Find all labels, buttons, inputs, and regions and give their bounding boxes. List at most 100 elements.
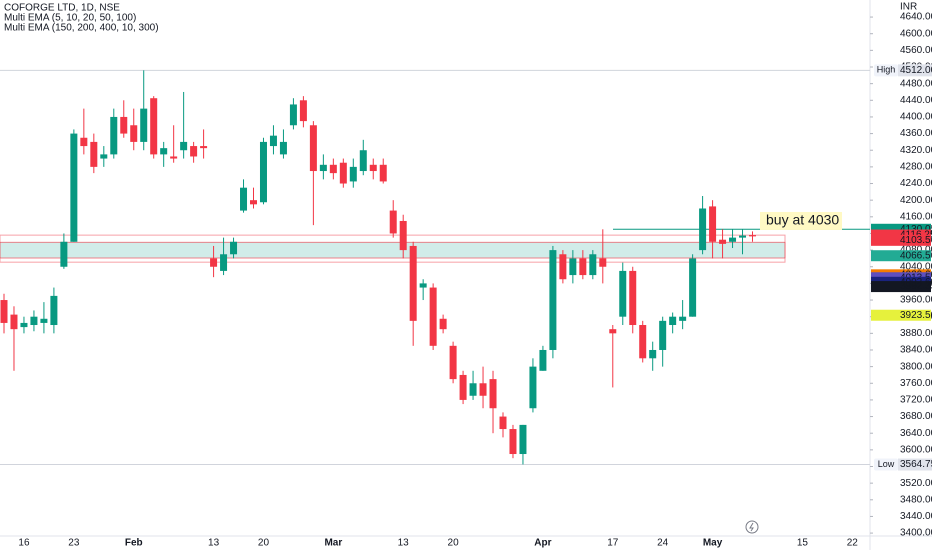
x-tick-label: Apr	[534, 538, 551, 549]
x-tick-label: Feb	[125, 538, 143, 549]
price-badge	[871, 281, 931, 293]
candle-body	[349, 166, 357, 182]
candle-body	[429, 287, 437, 346]
candle-body	[180, 141, 188, 151]
candle-body	[339, 162, 347, 184]
price-label: 4103.50	[900, 235, 932, 246]
candle-body	[629, 270, 637, 326]
x-tick-label: 20	[448, 538, 460, 549]
candle-body	[110, 116, 118, 155]
price-label: 3923.50	[900, 310, 932, 321]
y-tick-label: 4160.00	[900, 211, 932, 222]
candle-body	[319, 164, 327, 172]
y-tick-label: 4280.00	[900, 162, 932, 173]
zone	[0, 241, 786, 259]
y-tick-label: 4320.00	[900, 145, 932, 156]
candle-body	[40, 318, 48, 323]
x-tick-label: 24	[657, 538, 669, 549]
candle-body	[559, 254, 567, 280]
candle-body	[100, 154, 108, 159]
candle-body	[309, 125, 317, 172]
candle-body	[80, 137, 88, 147]
y-tick-label: 3680.00	[900, 411, 932, 422]
badge	[874, 458, 898, 471]
y-tick-label: 4200.00	[900, 195, 932, 206]
price-label: 3564.75	[900, 459, 932, 470]
x-tick-label: 22	[847, 538, 859, 549]
x-tick-label: 16	[18, 538, 30, 549]
candle-body	[289, 104, 297, 126]
candle-body	[699, 208, 707, 251]
y-tick-label: 4360.00	[900, 128, 932, 139]
x-tick-label: 15	[797, 538, 809, 549]
candle-body	[120, 116, 128, 134]
candle-body	[639, 325, 647, 359]
y-tick-label: 3480.00	[900, 494, 932, 505]
candle-body	[250, 200, 257, 205]
candle-body	[279, 141, 287, 155]
y-tick-label: 3960.00	[900, 295, 932, 306]
candle-body	[60, 241, 68, 267]
y-tick-label: 4480.00	[900, 78, 932, 89]
candle-body	[10, 314, 18, 330]
candle-body	[379, 164, 387, 182]
x-tick-label: May	[703, 538, 723, 549]
candle-body	[130, 125, 138, 142]
candle-body	[709, 206, 717, 242]
price-label: 3992.35	[900, 281, 932, 292]
candle-body	[269, 135, 277, 147]
y-tick-label: 4240.00	[900, 178, 932, 189]
badge-label: High	[877, 65, 896, 75]
candle-body	[719, 239, 727, 244]
candle-body	[299, 100, 307, 122]
price-label: 4066.50	[900, 250, 932, 261]
y-tick-label: 3520.00	[900, 478, 932, 489]
candle-body	[749, 235, 756, 237]
candle-body	[669, 316, 677, 326]
y-tick-label: 3760.00	[900, 378, 932, 389]
badge	[898, 458, 932, 471]
candle-body	[509, 429, 517, 455]
candle-body	[499, 416, 507, 430]
candle-body	[599, 258, 607, 267]
candle-body	[259, 141, 267, 203]
candle-body	[369, 164, 377, 172]
price-badge	[871, 234, 931, 246]
candle-body	[220, 254, 228, 271]
x-tick-label: 17	[607, 538, 619, 549]
x-tick-label: 13	[398, 538, 410, 549]
candle-body	[579, 258, 587, 276]
candle-body	[689, 258, 697, 317]
y-tick-label: 4600.00	[900, 28, 932, 39]
x-tick-label: Mar	[324, 538, 342, 549]
candle-body	[679, 316, 687, 321]
candle-body	[409, 245, 417, 321]
candle-body	[739, 235, 747, 238]
chart-title: COFORGE LTD, 1D, NSE	[4, 3, 120, 14]
y-tick-label: 4400.00	[900, 112, 932, 123]
candle-body	[519, 424, 527, 455]
candle-body	[90, 141, 98, 167]
price-badge	[871, 250, 931, 262]
y-tick-label: 3880.00	[900, 328, 932, 339]
y-tick-label: 3800.00	[900, 361, 932, 372]
candle-body	[619, 270, 627, 317]
x-tick-label: 23	[68, 538, 80, 549]
candle-body	[609, 329, 617, 334]
lightning-icon[interactable]	[745, 520, 759, 534]
y-tick-label: 3840.00	[900, 345, 932, 356]
candle-body	[649, 349, 657, 359]
y-tick-label: 4440.00	[900, 95, 932, 106]
candle-body	[479, 383, 487, 396]
badge-label: Low	[878, 459, 895, 469]
y-tick-label: 3600.00	[900, 444, 932, 455]
y-tick-label: 3400.00	[900, 528, 932, 539]
candle-body	[389, 210, 397, 234]
candle-body	[160, 148, 168, 155]
y-tick-label: 3440.00	[900, 511, 932, 522]
candle-body	[0, 300, 8, 323]
candle-body	[659, 320, 667, 350]
candle-body	[489, 379, 497, 409]
y-tick-label: 4040.00	[900, 261, 932, 272]
